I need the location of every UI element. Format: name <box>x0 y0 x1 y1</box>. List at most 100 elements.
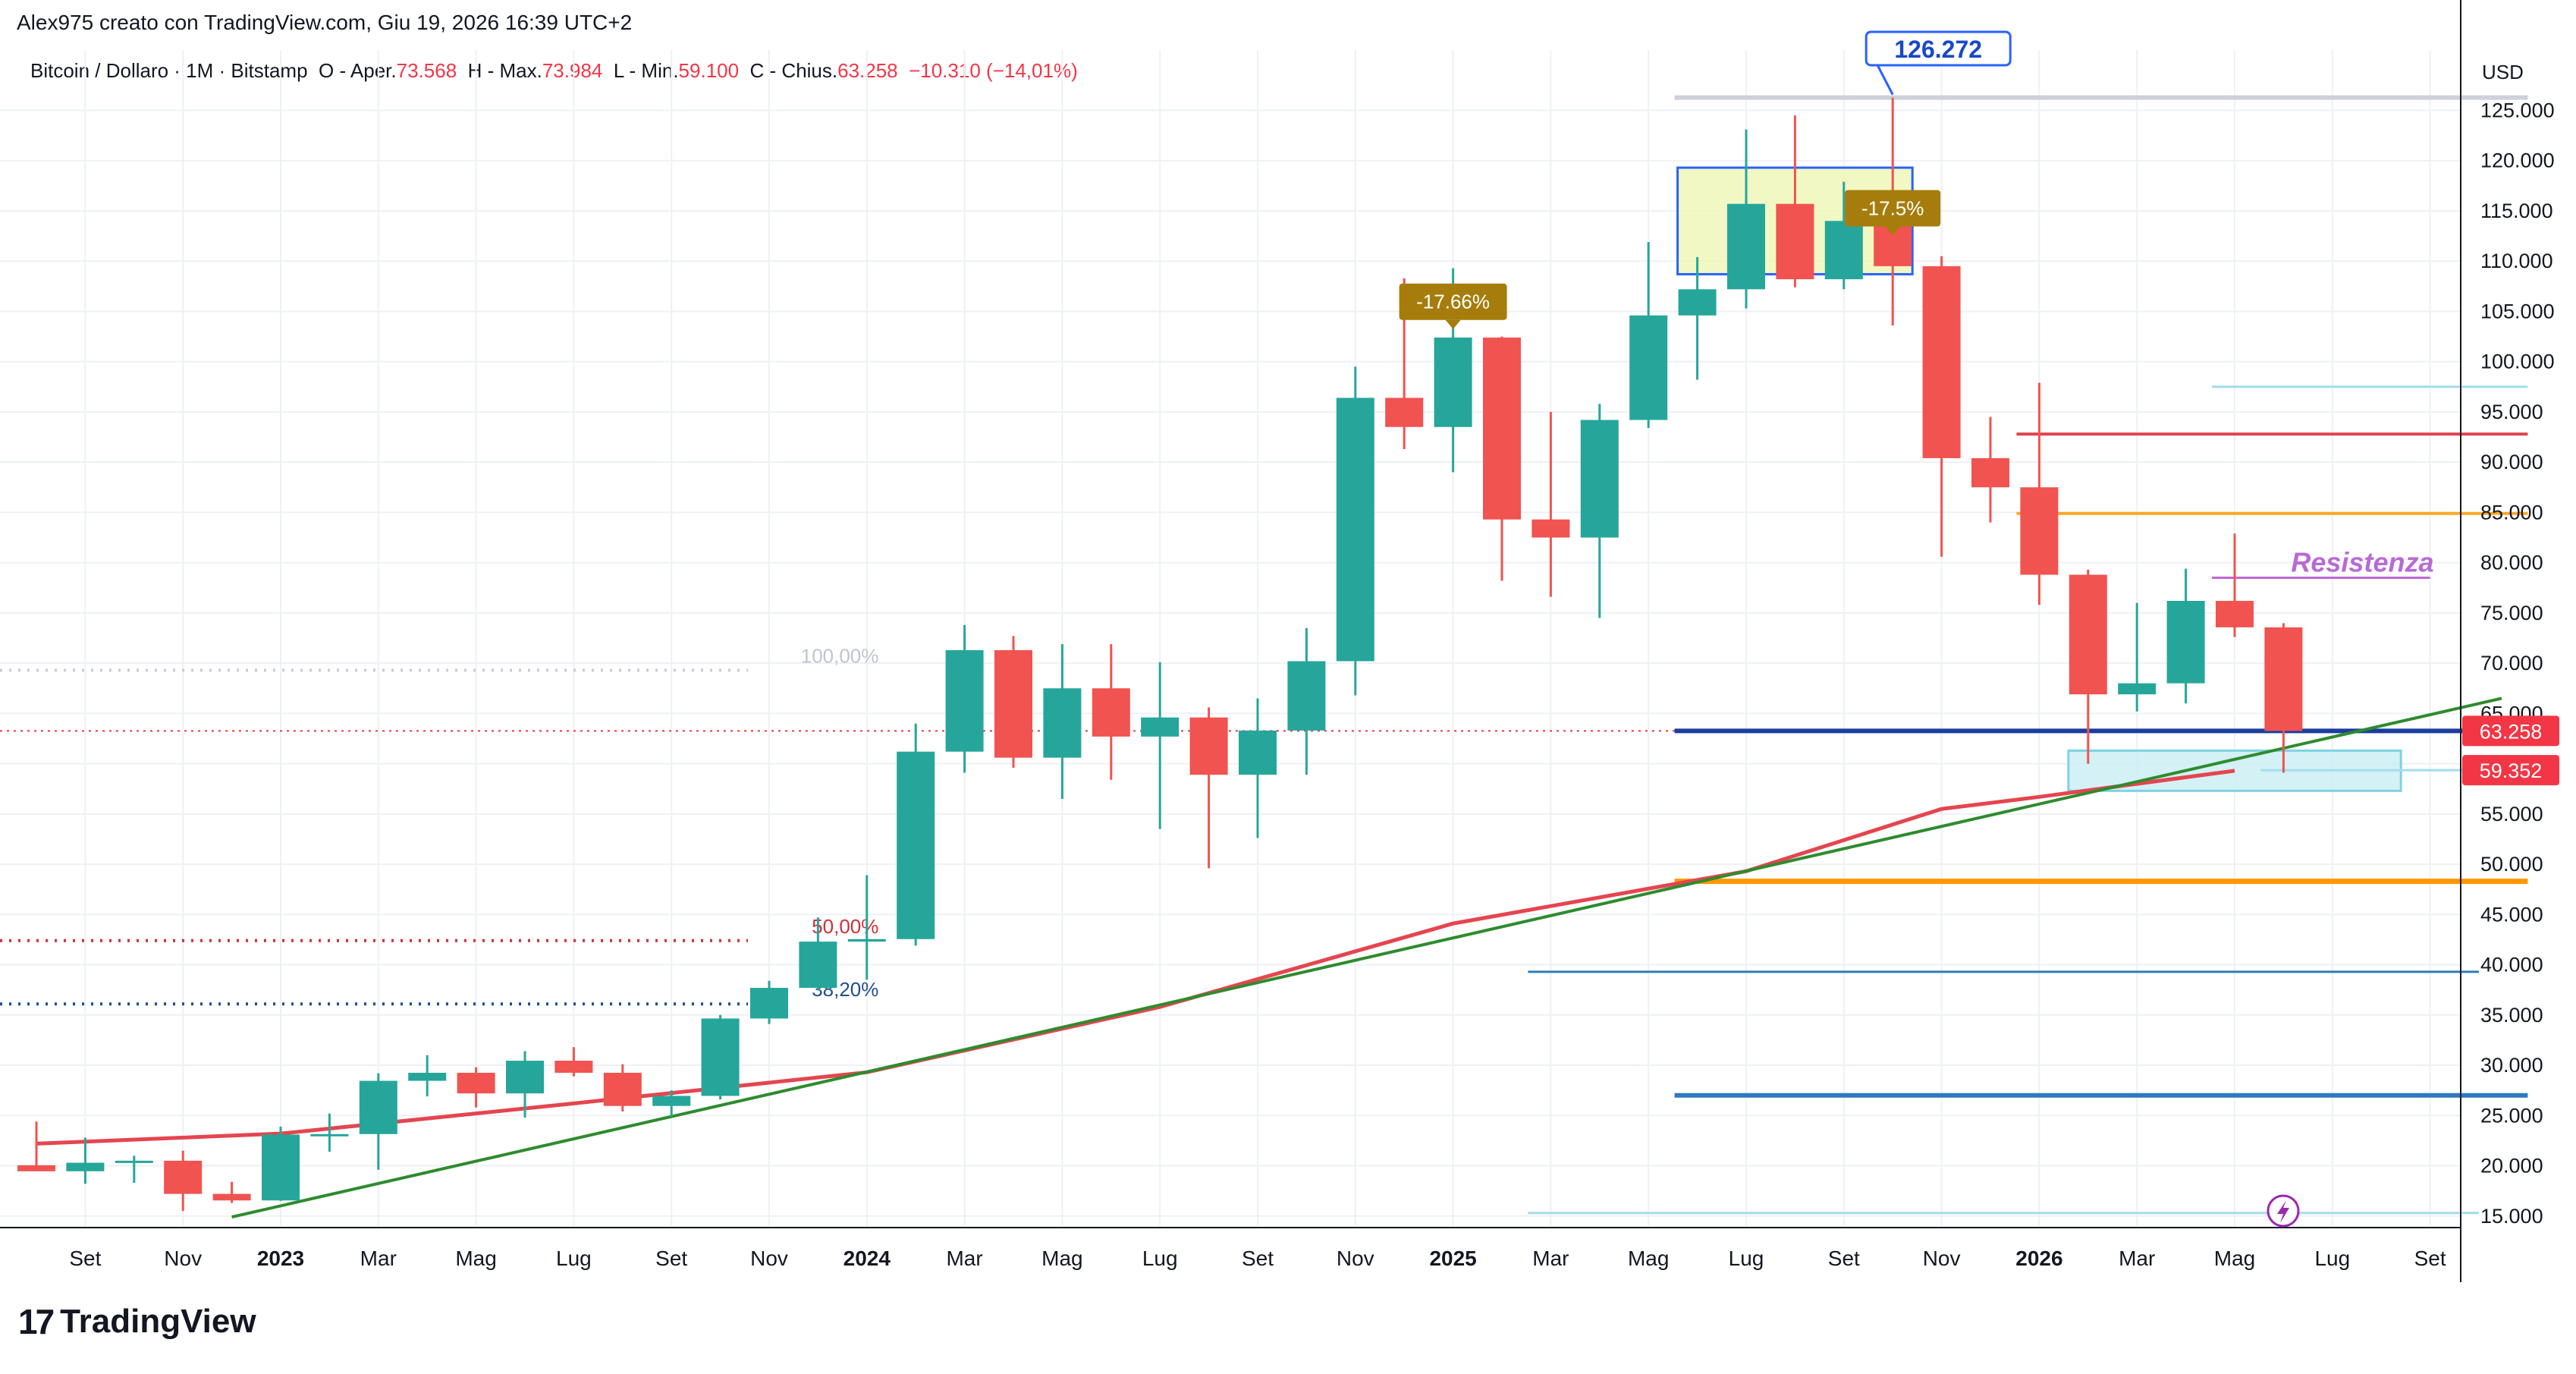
replay-icon <box>2267 1194 2300 1228</box>
candle-body <box>1434 337 1472 427</box>
candle-body <box>847 939 886 942</box>
candle <box>66 1137 105 1184</box>
candle-body <box>408 1072 447 1081</box>
candle-body <box>66 1162 105 1171</box>
price-axis-currency: USD <box>2482 61 2524 83</box>
time-tick-label: Set <box>1242 1247 1274 1270</box>
candle <box>1287 627 1326 775</box>
candle <box>1971 417 2009 523</box>
candle-body <box>115 1160 153 1163</box>
candle <box>1092 643 1130 780</box>
candle <box>2216 533 2254 637</box>
price-tick-label: 35.000 <box>2480 1004 2543 1027</box>
price-tick-label: 100.000 <box>2480 351 2555 373</box>
candle <box>1434 268 1472 473</box>
candle-body <box>1776 203 1814 280</box>
chart-credit: Alex975 creato con TradingView.com, Giu … <box>17 11 633 34</box>
time-tick-label: Lug <box>556 1247 592 1270</box>
candle <box>212 1181 251 1203</box>
candle-body <box>1580 420 1619 538</box>
annotation-box <box>1845 190 1941 227</box>
brand-name: TradingView <box>60 1303 256 1340</box>
high-value: 73.984 <box>542 59 603 82</box>
time-tick-label: Set <box>655 1247 687 1270</box>
price-axis-ticks: 15.000 20.000 25.000 30.000 35.000 40.000 45.0… <box>2480 99 2555 1227</box>
candle-body <box>2118 683 2157 695</box>
candle-body <box>2264 627 2303 731</box>
price-tag: 63.258 <box>2462 715 2559 747</box>
candle <box>2069 569 2107 764</box>
price-tick-label: 45.000 <box>2480 903 2543 926</box>
candle-body <box>701 1018 740 1096</box>
time-tick-label: Mar <box>1532 1247 1569 1270</box>
time-tick-label: Lug <box>1729 1247 1764 1270</box>
candle-body <box>1922 266 1961 458</box>
price-tick-label: 20.000 <box>2480 1155 2543 1177</box>
candle-body <box>1043 688 1082 758</box>
price-tag-text: 63.258 <box>2480 720 2543 743</box>
candle <box>408 1055 447 1097</box>
time-tick-label: Lug <box>2314 1247 2350 1270</box>
ath-callout-text: 126.272 <box>1894 36 1982 63</box>
candle-body <box>310 1133 349 1137</box>
candle-body <box>212 1193 251 1201</box>
price-tick-label: 30.000 <box>2480 1054 2543 1077</box>
candle <box>1727 129 1765 309</box>
low-label: L - Min. <box>613 59 679 82</box>
candle-body <box>945 649 984 752</box>
tradingview-logo-icon: 17 <box>18 1302 55 1341</box>
candle-body <box>457 1072 495 1094</box>
annotation-text: -17.5% <box>1861 197 1924 219</box>
time-tick-label: Mar <box>360 1247 397 1270</box>
candle <box>1141 662 1180 829</box>
candle-body <box>1531 519 1570 538</box>
candle <box>945 624 984 773</box>
candle <box>1483 336 1521 581</box>
time-tick-label: Set <box>2414 1247 2446 1270</box>
change-value: −10.310 <box>909 59 981 82</box>
candle <box>359 1073 397 1170</box>
candle-body <box>1141 717 1180 737</box>
candle <box>897 723 935 946</box>
candle-body <box>1189 717 1228 775</box>
candle <box>701 1014 740 1100</box>
price-tick-label: 125.000 <box>2480 99 2555 121</box>
price-tag-box <box>2462 755 2559 786</box>
candle <box>262 1126 300 1201</box>
price-tick-label: 25.000 <box>2480 1104 2543 1127</box>
candle-body <box>2166 600 2205 684</box>
candle <box>1776 115 1814 288</box>
time-tick-label: Nov <box>1337 1247 1374 1270</box>
time-tick-label: Mag <box>455 1247 496 1270</box>
candle <box>1239 698 1277 838</box>
candle-body <box>17 1165 55 1171</box>
candle <box>554 1047 593 1077</box>
time-tick-label: Nov <box>750 1247 788 1270</box>
ath-callout-box <box>1864 30 2012 67</box>
candle <box>1922 256 1961 557</box>
candle <box>1824 181 1863 290</box>
candle-body <box>1678 289 1717 316</box>
high-label: H - Max. <box>467 59 542 82</box>
time-tick-label: Set <box>69 1247 101 1270</box>
tradingview-logo[interactable]: 17 TradingView <box>18 1297 256 1346</box>
candle <box>1336 366 1374 696</box>
annotation-pointer <box>1885 226 1901 236</box>
symbol-label[interactable]: Bitcoin / Dollaro · 1M · Bitstamp <box>30 59 308 82</box>
candle-body <box>554 1061 593 1073</box>
time-tick-label: Nov <box>1923 1247 1961 1270</box>
candles <box>17 97 2303 1212</box>
candle <box>603 1064 642 1111</box>
ath-callout-pointer <box>1876 64 1894 96</box>
candle-body <box>359 1080 397 1134</box>
price-tick-label: 90.000 <box>2480 451 2543 473</box>
candle-body <box>2020 487 2059 575</box>
price-tick-label: 85.000 <box>2480 501 2543 524</box>
ath-callout: 126.272 <box>1864 30 2012 96</box>
price-tick-label: 120.000 <box>2480 149 2555 172</box>
price-chart[interactable]: 100,00%50,00%38,20%-17.66%-17.5%Resisten… <box>0 0 2576 1290</box>
price-tick-label: 115.000 <box>2480 200 2553 222</box>
candle <box>652 1090 691 1117</box>
candle-body <box>750 988 788 1019</box>
resistance-label: Resistenza <box>2291 547 2433 578</box>
